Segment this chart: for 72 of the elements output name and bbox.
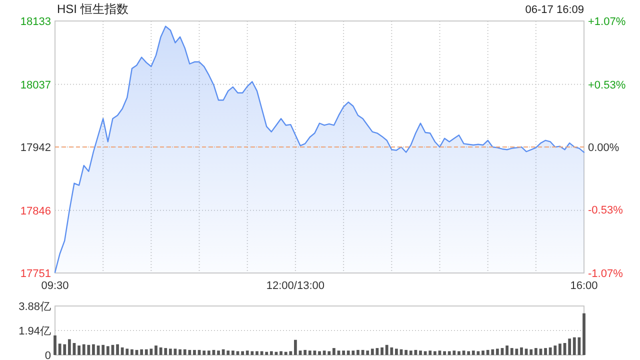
y2-tick-label: 0.00% <box>588 142 620 154</box>
y2-tick-label: -1.07% <box>588 268 624 280</box>
bar <box>342 350 345 355</box>
bar <box>582 313 586 355</box>
chart-title: HSI 恒生指数 <box>57 2 128 16</box>
bar <box>395 348 398 355</box>
bar <box>476 351 480 355</box>
y-tick-label: 17942 <box>20 142 51 154</box>
bar <box>270 351 273 355</box>
y-tick-label: 3.88亿 <box>18 301 51 313</box>
bar <box>572 337 576 355</box>
bar <box>380 347 384 355</box>
bar <box>231 350 234 355</box>
bar <box>92 344 95 355</box>
bar <box>544 348 547 355</box>
bar <box>332 348 336 355</box>
bar <box>304 350 307 355</box>
bar <box>308 350 312 355</box>
bar <box>54 335 56 355</box>
bar <box>207 350 210 355</box>
bar <box>256 351 258 355</box>
bar <box>294 340 297 355</box>
bar <box>467 351 470 355</box>
bar <box>404 350 408 355</box>
y2-tick-label: +1.07% <box>588 16 626 28</box>
y2-tick-label: +0.53% <box>588 80 626 92</box>
bar <box>356 350 360 355</box>
bar <box>472 350 475 355</box>
bar <box>280 351 282 355</box>
bar <box>530 349 533 355</box>
bar <box>482 350 484 355</box>
bar <box>217 350 220 355</box>
bar <box>458 351 460 355</box>
bar <box>241 351 244 355</box>
bar <box>506 346 508 355</box>
bar <box>568 338 572 355</box>
bar <box>178 349 182 355</box>
y-tick-label: 1.94亿 <box>18 326 51 338</box>
bar <box>116 344 119 355</box>
chart-subtitle: 06-17 16:09 <box>525 4 584 16</box>
bar <box>433 351 436 355</box>
bar <box>193 350 196 355</box>
bar <box>443 351 446 355</box>
bar <box>140 349 144 355</box>
y-tick-label: 17846 <box>20 205 51 218</box>
bar <box>496 348 499 355</box>
y-tick-label: 18133 <box>20 16 51 28</box>
y-tick-label: 17751 <box>20 268 51 280</box>
bar <box>260 351 264 355</box>
bar <box>236 351 240 355</box>
bar <box>419 350 422 355</box>
x-tick-label: 16:00 <box>570 280 598 292</box>
bar <box>265 352 268 355</box>
bar <box>558 344 562 355</box>
bar <box>534 348 538 355</box>
bar <box>168 348 172 355</box>
bar <box>318 351 321 355</box>
y2-tick-label: -0.53% <box>588 204 624 216</box>
bar <box>106 346 110 355</box>
bar <box>202 350 206 355</box>
y-tick-label: 0 <box>44 350 51 360</box>
bar <box>78 346 80 355</box>
bar <box>520 347 523 355</box>
bar <box>68 339 71 355</box>
bar <box>102 344 105 355</box>
bar <box>366 350 370 355</box>
bar <box>370 348 374 355</box>
y-tick-label: 18037 <box>20 79 51 92</box>
x-tick-label: 12:00/13:00 <box>266 280 325 292</box>
x-tick-label: 09:30 <box>41 280 69 292</box>
bar <box>154 346 158 355</box>
bar <box>130 349 134 355</box>
